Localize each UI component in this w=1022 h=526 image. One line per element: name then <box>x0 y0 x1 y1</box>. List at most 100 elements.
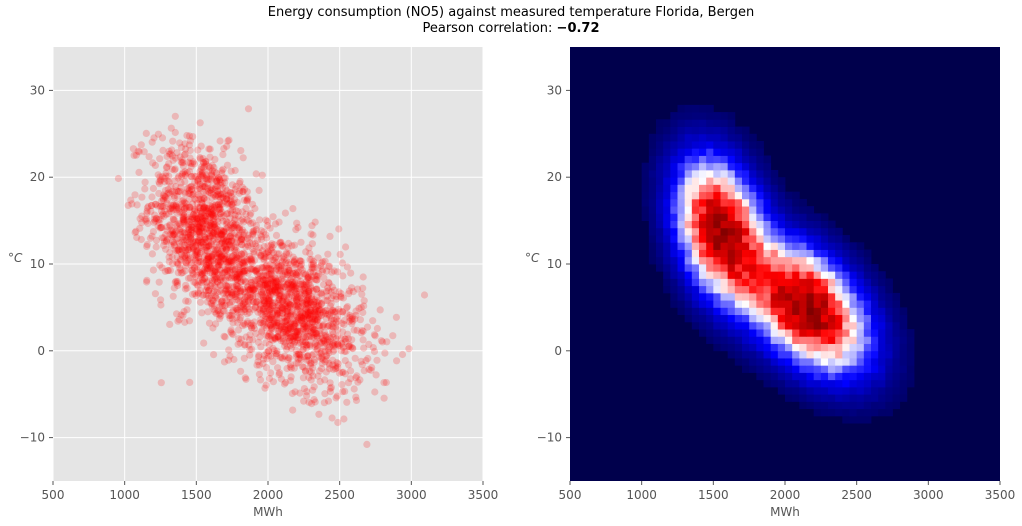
heatmap-cell <box>656 206 664 214</box>
scatter-point <box>163 223 171 231</box>
heatmap-cell <box>899 365 908 373</box>
scatter-point <box>202 257 211 266</box>
heatmap-cell <box>656 177 664 185</box>
scatter-point <box>239 259 247 267</box>
scatter-point <box>241 298 249 306</box>
scatter-point <box>171 229 179 237</box>
heatmap-cell <box>648 148 657 156</box>
heatmap-cell <box>842 307 850 316</box>
heatmap-cell <box>763 264 772 272</box>
scatter-point <box>170 231 179 239</box>
scatter-point <box>203 246 211 254</box>
heatmap-cell <box>835 386 843 395</box>
scatter-point <box>228 201 236 209</box>
x-tick-label: 2000 <box>253 488 284 502</box>
scatter-point <box>212 273 220 281</box>
scatter-point <box>162 169 170 177</box>
scatter-point <box>230 223 238 231</box>
scatter-point <box>211 231 219 239</box>
heatmap-cell <box>677 300 686 308</box>
heatmap-cell <box>749 329 757 337</box>
heatmap-cell <box>849 372 858 381</box>
heatmap-cell <box>813 336 822 344</box>
heatmap-cell <box>720 278 729 287</box>
heatmap-cell <box>699 285 707 294</box>
scatter-point <box>181 170 189 178</box>
scatter-point <box>194 177 202 185</box>
scatter-point <box>241 277 249 285</box>
scatter-point <box>187 183 195 191</box>
scatter-point <box>183 185 191 193</box>
scatter-point <box>206 227 214 235</box>
scatter-point <box>221 268 229 276</box>
heatmap-cell <box>763 336 772 344</box>
scatter-point <box>161 267 169 275</box>
heatmap-cell <box>706 300 714 308</box>
heatmap-cell <box>856 415 865 424</box>
scatter-point <box>217 227 225 235</box>
scatter-point <box>320 335 328 343</box>
scatter-point <box>180 308 188 316</box>
scatter-point <box>192 292 200 300</box>
scatter-point <box>178 246 186 254</box>
scatter-point <box>234 212 242 220</box>
scatter-point <box>180 229 188 237</box>
heatmap-cell <box>892 365 901 373</box>
heatmap-cell <box>670 126 678 135</box>
heatmap-cell <box>770 336 779 344</box>
scatter-point <box>195 175 203 183</box>
heatmap-cell <box>770 256 779 265</box>
scatter-point <box>319 322 327 330</box>
scatter-point <box>188 186 196 194</box>
heatmap-cell <box>770 372 779 381</box>
heatmap-cell <box>749 162 757 171</box>
heatmap-cell <box>799 300 807 308</box>
heatmap-cell <box>749 343 757 352</box>
scatter-point <box>200 188 208 196</box>
scatter-point <box>174 281 182 290</box>
scatter-point <box>212 192 220 200</box>
heatmap-cell <box>878 329 886 337</box>
scatter-point <box>284 307 292 316</box>
scatter-point <box>140 148 148 156</box>
figure-title: Energy consumption (NO5) against measure… <box>267 5 755 20</box>
heatmap-cell <box>706 169 714 178</box>
heatmap-cell <box>684 104 693 113</box>
heatmap-cell <box>684 235 693 243</box>
scatter-point <box>151 211 159 219</box>
scatter-point <box>216 205 224 213</box>
heatmap-cell <box>713 206 721 214</box>
heatmap-cell <box>749 191 757 200</box>
heatmap-cell <box>785 358 793 366</box>
heatmap-cell <box>663 169 671 178</box>
scatter-point <box>203 175 211 183</box>
scatter-point <box>204 184 212 192</box>
heatmap-cell <box>892 343 901 352</box>
heatmap-cell <box>885 292 893 301</box>
heatmap-cell <box>785 343 793 352</box>
heatmap-cell <box>734 169 743 178</box>
scatter-point <box>177 158 185 166</box>
scatter-point <box>220 190 228 198</box>
scatter-point <box>222 282 230 290</box>
heatmap-cell <box>813 278 822 287</box>
scatter-point <box>233 293 241 301</box>
heatmap-cell <box>820 227 829 236</box>
scatter-point <box>195 223 203 231</box>
scatter-point <box>256 376 265 384</box>
heatmap-cell <box>720 292 729 301</box>
scatter-point <box>336 308 344 316</box>
heatmap-cell <box>756 177 764 185</box>
scatter-point <box>201 235 209 244</box>
heatmap-cell <box>713 285 721 294</box>
scatter-point <box>193 271 201 279</box>
scatter-point <box>185 132 194 140</box>
heatmap-cell <box>892 386 901 395</box>
heatmap-cell <box>763 307 772 316</box>
scatter-point <box>369 317 377 325</box>
scatter-point <box>187 223 196 231</box>
scatter-point <box>180 205 188 213</box>
scatter-point <box>220 228 228 236</box>
scatter-point <box>326 232 334 240</box>
